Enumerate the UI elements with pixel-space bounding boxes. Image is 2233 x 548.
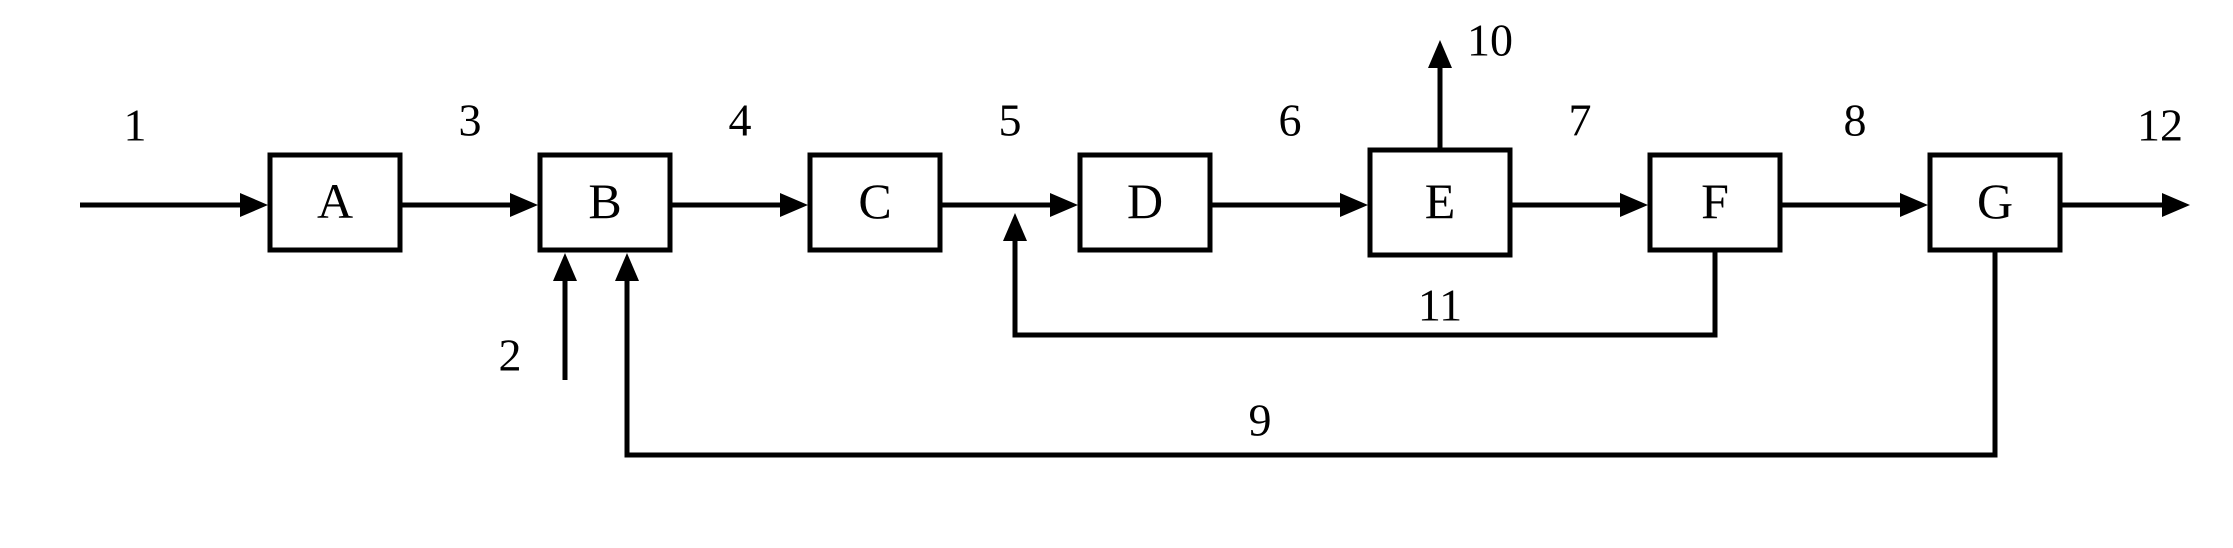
- block-diagram: A B C D E F G 1 3 4 5 6 7 8 12 2 10 11 9: [0, 0, 2233, 548]
- edge-label-e12: 12: [2137, 100, 2183, 151]
- node-A: A: [270, 155, 400, 250]
- edge-e8: 8: [1780, 95, 1928, 217]
- node-label-D: D: [1127, 173, 1163, 229]
- edge-e1: 1: [80, 100, 268, 217]
- node-B: B: [540, 155, 670, 250]
- edge-label-e9: 9: [1249, 395, 1272, 446]
- edge-e6: 6: [1210, 95, 1368, 217]
- edge-e3: 3: [400, 95, 538, 217]
- edge-label-e5: 5: [999, 95, 1022, 146]
- edge-label-e3: 3: [459, 95, 482, 146]
- node-E: E: [1370, 150, 1510, 255]
- edge-e9: 9: [615, 252, 1995, 455]
- edge-label-e11: 11: [1418, 280, 1462, 331]
- edge-e4: 4: [670, 95, 808, 217]
- node-label-F: F: [1701, 173, 1729, 229]
- node-label-G: G: [1977, 173, 2013, 229]
- edge-e12: 12: [2062, 100, 2190, 217]
- diagram-svg: A B C D E F G 1 3 4 5 6 7 8 12 2 10 11 9: [0, 0, 2233, 548]
- edge-label-e8: 8: [1844, 95, 1867, 146]
- edge-label-e4: 4: [729, 95, 752, 146]
- node-label-A: A: [317, 173, 353, 229]
- edge-e5: 5: [940, 95, 1078, 217]
- node-F: F: [1650, 155, 1780, 250]
- edge-e10: 10: [1428, 15, 1513, 148]
- edge-label-e7: 7: [1569, 95, 1592, 146]
- edge-label-e1: 1: [124, 100, 147, 151]
- edge-e2: 2: [499, 253, 578, 381]
- edge-label-e10: 10: [1467, 15, 1513, 66]
- node-label-B: B: [588, 173, 621, 229]
- node-label-C: C: [858, 173, 891, 229]
- edge-e7: 7: [1510, 95, 1648, 217]
- node-label-E: E: [1425, 173, 1456, 229]
- edge-label-e6: 6: [1279, 95, 1302, 146]
- edge-label-e2: 2: [499, 330, 522, 381]
- node-G: G: [1930, 155, 2060, 250]
- node-D: D: [1080, 155, 1210, 250]
- edge-e11: 11: [1003, 213, 1715, 335]
- node-C: C: [810, 155, 940, 250]
